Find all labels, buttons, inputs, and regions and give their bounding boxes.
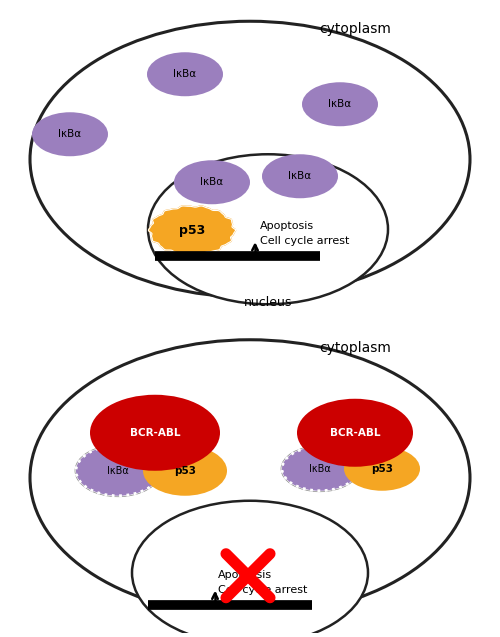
Text: IκBα: IκBα: [328, 99, 351, 110]
Text: IκBα: IκBα: [200, 177, 224, 187]
Ellipse shape: [297, 399, 413, 467]
Text: p53: p53: [371, 464, 393, 474]
Text: Apoptosis
Cell cycle arrest
...: Apoptosis Cell cycle arrest ...: [260, 221, 350, 261]
Text: p53: p53: [174, 466, 196, 476]
Ellipse shape: [30, 21, 470, 297]
Ellipse shape: [132, 501, 368, 637]
Text: p53: p53: [179, 224, 205, 237]
Text: BCR-ABL: BCR-ABL: [330, 428, 380, 438]
Ellipse shape: [344, 447, 420, 490]
Text: Apoptosis
Cell cycle arrest
...: Apoptosis Cell cycle arrest ...: [218, 569, 308, 610]
Ellipse shape: [76, 446, 160, 496]
Ellipse shape: [282, 447, 358, 490]
Ellipse shape: [30, 340, 470, 616]
Text: cytoplasm: cytoplasm: [319, 341, 391, 355]
Ellipse shape: [148, 154, 388, 304]
Text: IκBα: IκBα: [174, 69, 197, 79]
Ellipse shape: [174, 161, 250, 204]
Polygon shape: [148, 206, 236, 255]
Text: IκBα: IκBα: [309, 464, 331, 474]
Text: IκBα: IκBα: [58, 129, 82, 140]
Text: IκBα: IκBα: [107, 466, 129, 476]
Ellipse shape: [302, 82, 378, 126]
Ellipse shape: [143, 446, 227, 496]
Text: BCR-ABL: BCR-ABL: [130, 428, 180, 438]
Ellipse shape: [147, 52, 223, 96]
Ellipse shape: [32, 112, 108, 156]
Ellipse shape: [90, 395, 220, 471]
Text: IκBα: IκBα: [288, 171, 312, 182]
Text: nucleus: nucleus: [244, 296, 292, 309]
Text: cytoplasm: cytoplasm: [319, 22, 391, 36]
Ellipse shape: [262, 154, 338, 198]
